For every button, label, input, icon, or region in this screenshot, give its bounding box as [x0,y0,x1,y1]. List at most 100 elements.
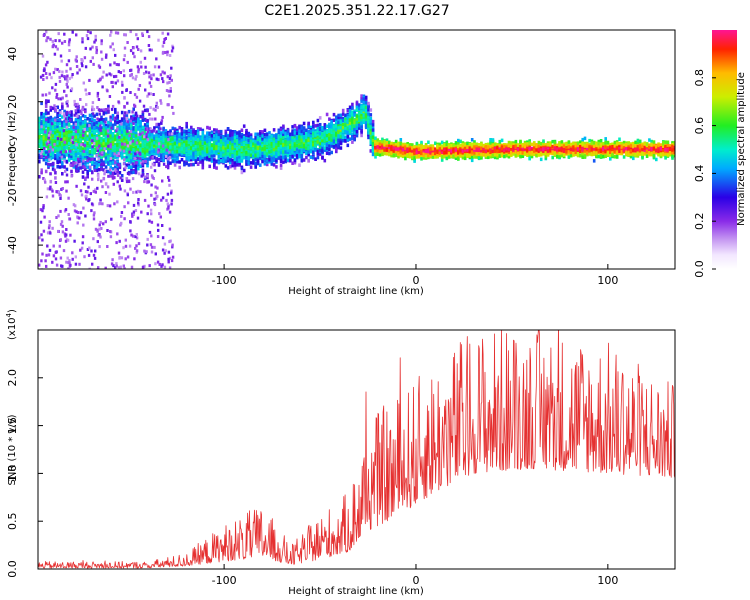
spectrogram-cell [173,150,177,154]
spectrogram-cell [111,154,115,158]
spectrogram-cell [164,144,168,149]
spectrogram-cell [72,159,76,163]
spectrogram-cell [233,151,237,155]
spectrogram-cell [224,156,228,160]
spectrogram-cell [176,160,179,164]
spectrogram-cell [127,165,131,170]
spectrogram-cell [302,146,306,151]
spectrogram-cell [259,153,262,157]
spectrogram-cell [295,126,299,130]
spectrogram-cell [312,128,315,132]
spectrogram-cell [180,127,184,131]
spectrogram-cell [91,107,94,112]
spectrogram-cell [127,179,131,183]
spectrogram-cell [295,131,299,135]
spectrogram-cell [56,151,59,155]
spectrogram-cell [56,118,59,123]
spectrogram-cell [120,178,124,182]
spectrogram-cell [155,157,158,162]
spectrogram-cell [298,129,301,133]
spectrogram-cell [222,139,225,144]
spectrogram-cell [305,155,308,160]
spectrogram-cell [49,156,53,161]
spectrogram-cell [247,131,251,136]
spectrogram-cell [254,165,257,169]
spectrogram-cell [137,117,140,121]
spectrogram-cell [164,129,168,133]
spectrogram-cell [47,148,50,152]
spectrogram-cell [238,145,241,149]
spectrogram-cell [157,152,161,156]
spectrogram-cell [279,159,283,163]
spectrogram-cell [256,141,260,145]
spectrogram-cell [318,146,322,150]
spectrogram-cell [201,158,205,162]
spectrogram-cell [240,132,244,137]
spectrogram-cell [77,155,80,159]
spectrogram-cell [102,118,106,123]
spectrogram-cell [270,162,274,166]
spectrogram-cell [245,148,248,153]
spectrogram-cell [219,129,223,134]
spectrogram-cell [295,143,299,148]
spectrogram-cell [265,139,269,143]
spectrogram-cell [120,145,124,150]
spectrogram-cell [263,162,267,166]
spectrogram-cell [74,135,78,139]
spectrogram-cell [118,144,122,148]
spectrogram-cell [233,133,237,137]
spectrogram-cell [277,143,281,148]
spectrogram-cell [77,133,80,137]
spectrogram-cell [77,146,80,150]
spectrogram-cell [65,146,69,150]
spectrogram-cell [300,129,304,133]
spectrogram-cell [120,110,124,115]
spectrogram-cell [40,144,43,149]
spectrogram-cell [102,127,106,132]
spectrogram-cell [316,140,320,144]
spectrogram-cell [47,153,50,158]
spectrogram-cell [171,137,175,141]
spectrogram-cell [44,151,48,155]
spectrogram-cell [40,101,43,106]
spectrogram-cell [314,130,317,135]
spectrogram-cell [261,143,264,148]
spectrogram-cell [74,133,78,137]
spectrogram-cell [127,144,131,148]
spectrogram-cell [84,134,87,138]
spectrogram-cell [146,139,149,144]
spectrogram-cell [272,147,276,152]
spectrogram-cell [302,141,306,145]
spectrogram-cell [180,147,184,151]
spectrogram-cell [277,136,281,141]
spectrogram-cell [314,133,317,137]
spectrogram-cell [47,123,50,128]
spectrogram-cell [252,156,255,160]
spectrogram-cell [93,161,96,165]
spectrogram-cell [162,154,165,159]
spectrogram-cell [261,152,264,156]
spectrogram-cell [176,132,179,136]
spectrogram-cell [256,135,260,140]
spectrogram-cell [166,160,170,164]
spectrogram-cell [194,130,198,134]
spectrogram-cell [118,138,122,143]
spectrogram-cell [77,109,80,114]
spectrogram-cell [229,155,232,160]
spectrogram-cell [84,147,87,151]
spectrogram-cell [155,137,158,141]
spectrogram-cell [231,133,234,137]
spectrogram-cell [118,140,122,145]
spectrogram-cell [58,118,62,122]
spectrogram-cell [93,118,96,123]
spectrogram-cell [254,157,257,162]
spectrogram-cell [277,152,281,156]
spectrogram-cell [289,136,292,141]
spectrogram-cell [141,156,145,161]
spectrogram-cell [38,159,41,164]
spectrogram-cell [261,157,264,162]
spectrogram-cell [247,156,251,160]
spectrogram-cell [141,153,145,157]
spectrogram-cell [95,112,99,117]
spectrogram-cell [70,110,73,114]
